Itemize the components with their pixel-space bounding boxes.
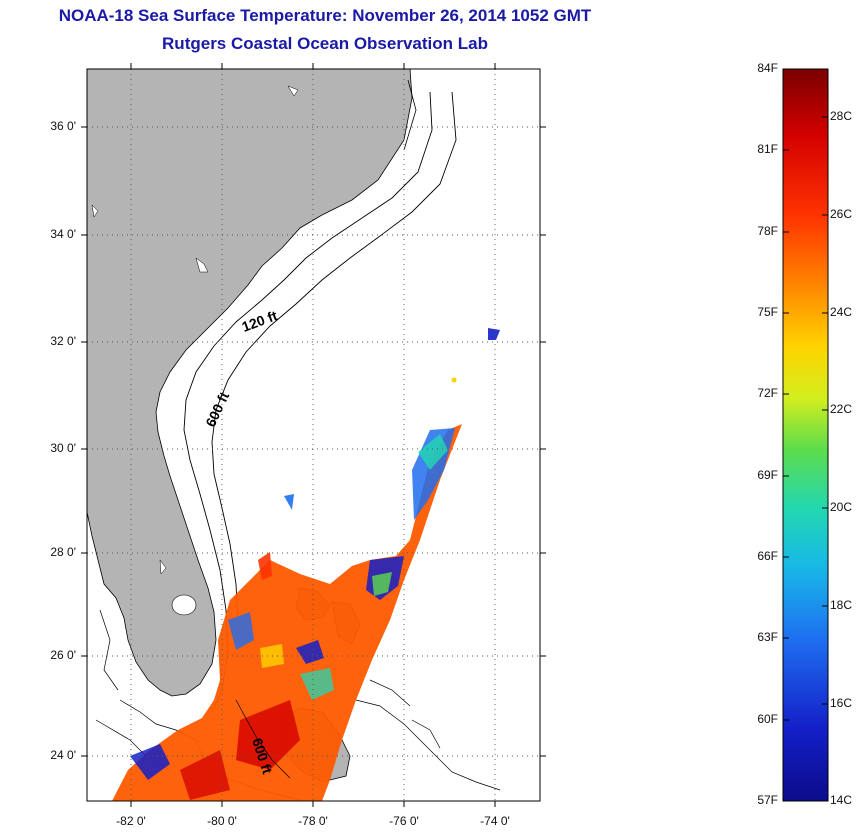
lat-label-36: 36 0' (50, 119, 76, 133)
lat-label-32: 32 0' (50, 334, 76, 348)
sst-swath (112, 424, 462, 801)
colorbar-f-84: 84F (757, 61, 778, 75)
colorbar-f-63: 63F (757, 630, 778, 644)
colorbar-c-24: 24C (830, 305, 853, 319)
lon-label-80: -80 0' (207, 814, 237, 828)
map-title: NOAA-18 Sea Surface Temperature: Novembe… (58, 6, 592, 25)
lake-okeechobee (171, 594, 197, 616)
colorbar-f-66: 66F (757, 549, 778, 563)
colorbar-f-57: 57F (757, 793, 778, 807)
colorbar-f-78: 78F (757, 224, 778, 238)
colorbar-c-14: 14C (830, 793, 853, 807)
lon-label-76: -76 0' (389, 814, 419, 828)
graticule (87, 69, 540, 801)
lon-label-74: -74 0' (480, 814, 510, 828)
colorbar-c-20: 20C (830, 500, 853, 514)
colorbar-c-18: 18C (830, 598, 853, 612)
map-subtitle: Rutgers Coastal Ocean Observation Lab (162, 34, 488, 53)
contour-120ft (183, 91, 433, 713)
colorbar-f-60: 60F (757, 712, 778, 726)
lat-label-24: 24 0' (50, 748, 76, 762)
colorbar-f-72: 72F (757, 386, 778, 400)
lon-label-78: -78 0' (298, 814, 328, 828)
lat-label-30: 30 0' (50, 441, 76, 455)
contour-600ft (211, 91, 457, 625)
land-us-southeast (87, 69, 413, 697)
colorbar-f-69: 69F (757, 468, 778, 482)
colorbar-gradient (782, 68, 829, 802)
colorbar-c-26: 26C (830, 207, 853, 221)
colorbar-c-28: 28C (830, 109, 853, 123)
colorbar-c-22: 22C (830, 402, 853, 416)
colorbar-c-16: 16C (830, 696, 853, 710)
lat-label-26: 26 0' (50, 648, 76, 662)
lat-label-34: 34 0' (50, 227, 76, 241)
colorbar-f-81: 81F (757, 142, 778, 156)
lon-label-82: -82 0' (116, 814, 146, 828)
lat-label-28: 28 0' (50, 545, 76, 559)
colorbar-f-75: 75F (757, 305, 778, 319)
